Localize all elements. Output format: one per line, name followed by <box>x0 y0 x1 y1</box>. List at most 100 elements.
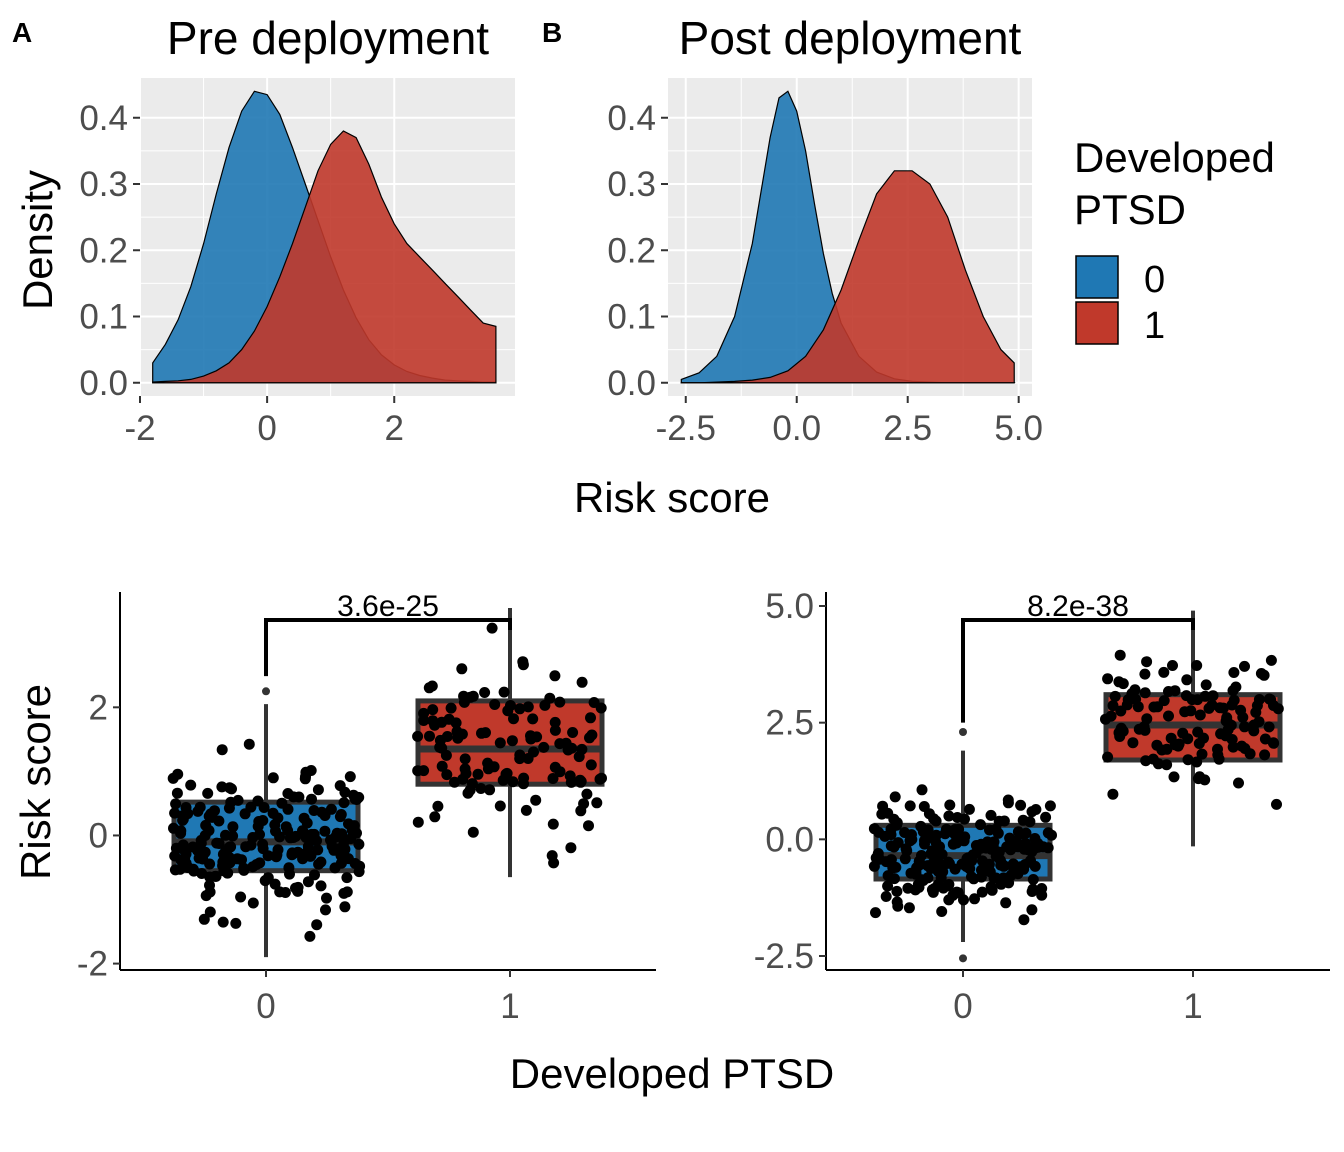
jitter-point <box>586 729 598 741</box>
jitter-point <box>549 716 561 728</box>
jitter-point <box>973 839 985 851</box>
jitter-point <box>458 690 470 702</box>
jitter-point <box>231 853 243 865</box>
jitter-point <box>1168 771 1180 783</box>
jitter-point <box>1141 656 1153 668</box>
jitter-point <box>539 699 551 711</box>
jitter-point <box>235 891 247 903</box>
jitter-point <box>338 836 350 848</box>
jitter-point <box>338 797 350 809</box>
jitter-point <box>341 872 353 884</box>
jitter-point <box>1255 668 1267 679</box>
jitter-point <box>221 867 233 879</box>
jitter-point <box>329 832 341 843</box>
jitter-point <box>293 791 305 803</box>
jitter-point <box>956 858 968 870</box>
jitter-point <box>1158 666 1170 678</box>
jitter-point <box>1268 737 1280 749</box>
jitter-point <box>297 853 309 865</box>
jitter-point <box>312 784 324 796</box>
jitter-point <box>1194 709 1206 721</box>
jitter-point <box>178 844 190 856</box>
jitter-point <box>1272 703 1284 715</box>
jitter-point <box>1105 710 1117 722</box>
jitter-point <box>349 793 361 805</box>
jitter-point <box>969 893 980 905</box>
jitter-point <box>216 744 228 756</box>
jitter-point <box>916 784 928 796</box>
jitter-point <box>498 686 510 698</box>
jitter-point <box>1172 740 1184 752</box>
jitter-point <box>346 824 358 836</box>
jitter-point <box>530 794 542 806</box>
jitter-point <box>1192 773 1204 785</box>
jitter-point <box>1192 694 1203 706</box>
jitter-point <box>315 880 327 892</box>
jitter-point <box>306 793 317 805</box>
box-y-axis-title: Risk score <box>12 684 59 880</box>
jitter-point <box>476 727 487 739</box>
jitter-point <box>258 802 270 813</box>
jitter-point <box>429 811 441 823</box>
jitter-point <box>585 759 597 771</box>
jitter-point <box>245 839 257 851</box>
jitter-point <box>936 906 948 917</box>
jitter-point <box>565 842 577 854</box>
jitter-point <box>475 783 487 794</box>
jitter-point <box>899 827 911 838</box>
jitter-point <box>911 862 923 874</box>
jitter-point <box>326 840 338 852</box>
jitter-point <box>899 853 911 865</box>
jitter-point <box>174 863 186 875</box>
jitter-point <box>489 699 501 710</box>
jitter-point <box>1114 649 1126 661</box>
jitter-point <box>1193 738 1205 749</box>
jitter-point <box>976 886 988 898</box>
jitter-point <box>904 800 916 812</box>
jitter-point <box>203 825 215 836</box>
jitter-point <box>573 751 585 763</box>
jitter-point <box>170 798 182 810</box>
jitter-point <box>449 776 460 788</box>
jitter-point <box>1235 704 1247 716</box>
x-tick-label: -2 <box>124 409 155 448</box>
jitter-point <box>1226 699 1238 711</box>
jitter-point <box>885 823 897 835</box>
jitter-point <box>319 810 331 821</box>
jitter-point <box>1271 798 1282 810</box>
jitter-point <box>1032 838 1044 849</box>
jitter-point <box>1239 743 1251 754</box>
jitter-point <box>930 829 942 841</box>
jitter-point <box>885 840 897 852</box>
jitter-point <box>566 742 578 754</box>
y-tick-label: -2 <box>77 945 108 984</box>
jitter-point <box>944 799 956 811</box>
jitter-point <box>585 712 596 724</box>
jitter-point <box>1263 693 1275 705</box>
jitter-point <box>915 820 927 832</box>
jitter-point <box>1213 753 1225 765</box>
jitter-point <box>594 773 606 785</box>
jitter-point <box>549 724 561 736</box>
jitter-point <box>1010 863 1022 875</box>
jitter-point <box>501 767 513 779</box>
jitter-point <box>1223 717 1234 729</box>
x-tick-label: 0 <box>953 987 972 1026</box>
jitter-point <box>903 902 915 914</box>
jitter-point <box>339 786 351 798</box>
significance-bracket <box>961 618 1195 723</box>
jitter-point <box>462 787 474 799</box>
jitter-point <box>209 805 220 817</box>
jitter-point <box>1113 727 1125 739</box>
jitter-point <box>227 830 239 842</box>
jitter-point <box>507 776 519 788</box>
boxplot-panel-pre: -2 0 2 0 1 3.6e-25 <box>77 590 656 1026</box>
jitter-point <box>1192 726 1204 738</box>
jitter-point <box>985 809 997 821</box>
jitter-point <box>426 680 438 692</box>
jitter-point <box>217 848 229 860</box>
jitter-point <box>479 687 491 698</box>
jitter-point <box>1027 874 1039 885</box>
jitter-point <box>195 852 207 864</box>
jitter-point <box>1042 827 1054 839</box>
